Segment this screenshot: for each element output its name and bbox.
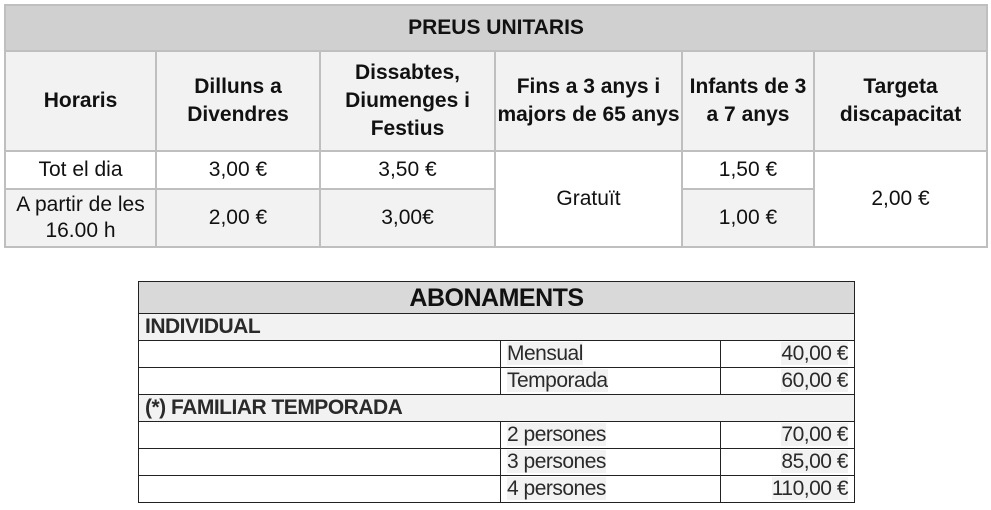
item-price: 110,00 € [720, 475, 855, 503]
cell-gratuit: Gratuït [494, 150, 683, 248]
table-row: A partir de les 16.00 h 2,00 € 3,00€ 1,0… [4, 188, 987, 248]
header-laborable: Dilluns a Divendres [155, 50, 321, 152]
item-name: 3 persones [500, 448, 721, 476]
header-infants: Infants de 3 a 7 anys [681, 50, 815, 152]
cell-horari: Tot el dia [4, 150, 157, 190]
header-festiu: Dissabtes, Diumenges i Festius [319, 50, 496, 152]
preus-unitaris-table: PREUS UNITARIS Horaris Dilluns a Divendr… [3, 4, 989, 248]
header-gratuit: Fins a 3 anys i majors de 65 anys [494, 50, 683, 152]
table-row: Tot el dia 3,00 € 3,50 € Gratuït 1,50 € … [4, 150, 989, 248]
cell-laborable: 2,00 € [155, 188, 321, 248]
table-row: Temporada 60,00 € [138, 367, 855, 395]
cell-discapacitat: 2,00 € [812, 150, 989, 248]
cell-festiu: 3,50 € [319, 150, 496, 190]
table-row: 2 persones 70,00 € [138, 421, 855, 449]
cell-horari: A partir de les 16.00 h [4, 188, 157, 248]
cell-festiu: 3,00€ [319, 188, 496, 248]
header-horaris: Horaris [4, 50, 157, 152]
header-discapacitat: Targeta discapacitat [812, 50, 989, 152]
cell-laborable: 3,00 € [155, 150, 321, 190]
table-row: 4 persones 110,00 € [138, 475, 855, 503]
item-price: 70,00 € [720, 421, 855, 449]
table-title: ABONAMENTS [138, 281, 855, 314]
item-name: Mensual [500, 340, 721, 368]
section-label: (*) FAMILIAR TEMPORADA [138, 394, 855, 422]
item-price: 40,00 € [720, 340, 855, 368]
table-row: 3 persones 85,00 € [138, 448, 855, 476]
item-price: 60,00 € [720, 367, 855, 395]
item-price: 85,00 € [720, 448, 855, 476]
item-name: Temporada [500, 367, 721, 395]
table-title: PREUS UNITARIS [3, 4, 989, 52]
abonaments-table: ABONAMENTS INDIVIDUAL Mensual 40,00 € Tem… [138, 281, 855, 503]
section-label: INDIVIDUAL [138, 313, 855, 341]
cell-infants: 1,00 € [681, 188, 815, 248]
cell-infants: 1,50 € [681, 150, 815, 190]
item-name: 4 persones [500, 475, 721, 503]
table-row: Mensual 40,00 € [138, 340, 855, 368]
item-name: 2 persones [500, 421, 721, 449]
